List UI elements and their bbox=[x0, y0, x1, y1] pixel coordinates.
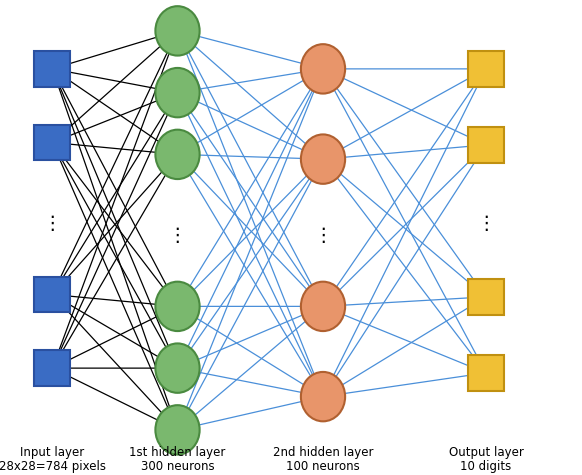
Ellipse shape bbox=[155, 405, 200, 455]
Text: Output layer: Output layer bbox=[449, 446, 523, 459]
Text: 28x28=784 pixels: 28x28=784 pixels bbox=[0, 460, 106, 473]
Ellipse shape bbox=[301, 44, 345, 94]
FancyBboxPatch shape bbox=[34, 276, 70, 313]
Text: ⋮: ⋮ bbox=[476, 214, 496, 233]
Ellipse shape bbox=[301, 282, 345, 331]
FancyBboxPatch shape bbox=[468, 355, 504, 390]
Ellipse shape bbox=[155, 68, 200, 117]
FancyBboxPatch shape bbox=[34, 51, 70, 86]
Ellipse shape bbox=[301, 134, 345, 184]
FancyBboxPatch shape bbox=[34, 125, 70, 161]
Ellipse shape bbox=[155, 130, 200, 179]
FancyBboxPatch shape bbox=[34, 351, 70, 386]
Ellipse shape bbox=[155, 282, 200, 331]
Text: 300 neurons: 300 neurons bbox=[141, 460, 214, 473]
Text: 2nd hidden layer: 2nd hidden layer bbox=[273, 446, 373, 459]
Ellipse shape bbox=[155, 6, 200, 56]
Ellipse shape bbox=[155, 343, 200, 393]
Text: 100 neurons: 100 neurons bbox=[286, 460, 360, 473]
Text: Input layer: Input layer bbox=[20, 446, 84, 459]
Text: ⋮: ⋮ bbox=[313, 226, 333, 245]
Ellipse shape bbox=[301, 372, 345, 421]
Text: ⋮: ⋮ bbox=[168, 226, 187, 245]
FancyBboxPatch shape bbox=[468, 279, 504, 315]
FancyBboxPatch shape bbox=[468, 127, 504, 162]
Text: 1st hidden layer: 1st hidden layer bbox=[129, 446, 226, 459]
Text: 10 digits: 10 digits bbox=[460, 460, 512, 473]
Text: ⋮: ⋮ bbox=[42, 214, 62, 233]
FancyBboxPatch shape bbox=[468, 51, 504, 86]
